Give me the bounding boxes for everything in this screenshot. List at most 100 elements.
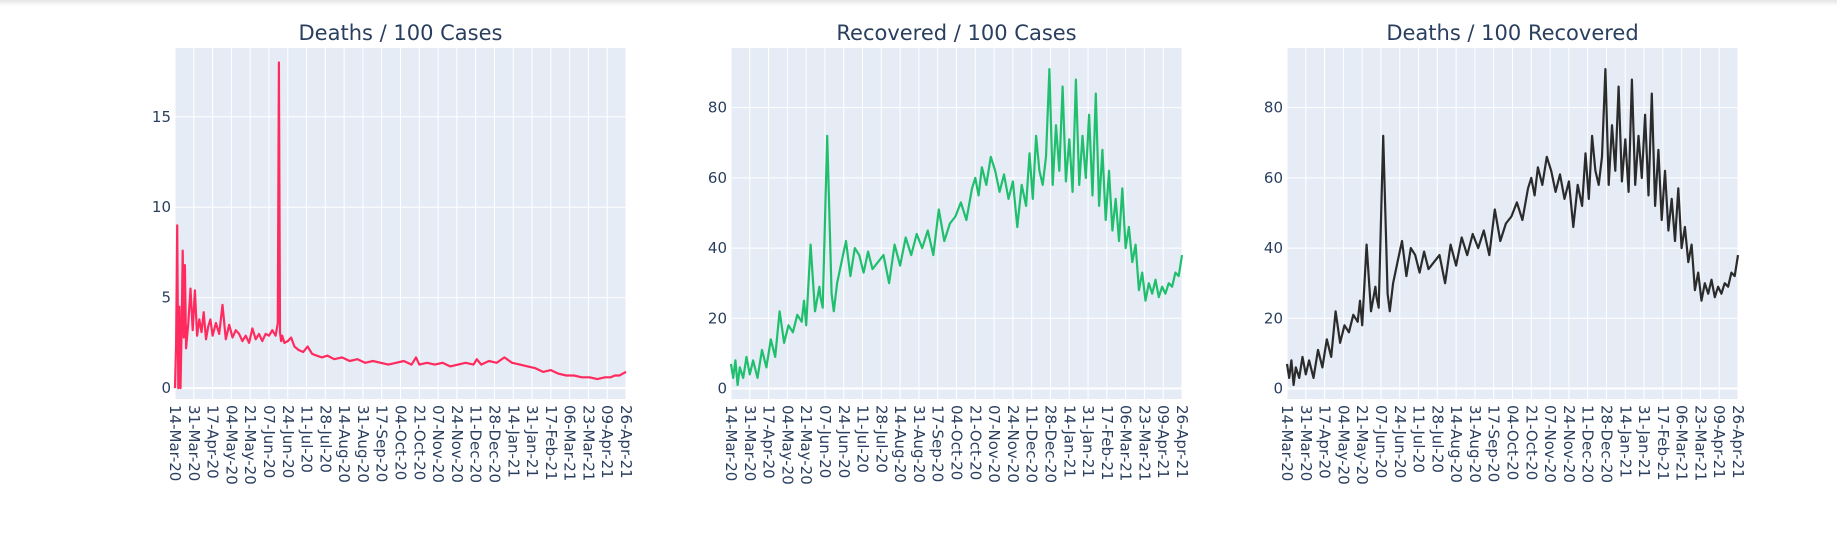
x-tick-label: 17-Apr-20: [1316, 405, 1334, 479]
x-tick-label: 31-Aug-20: [354, 405, 372, 483]
x-tick-label: 26-Apr-21: [617, 405, 635, 479]
x-tick-label: 07-Nov-20: [985, 405, 1003, 483]
x-tick-label: 04-May-20: [222, 405, 240, 485]
y-tick-label: 0: [717, 379, 727, 397]
x-tick-label: 24-Nov-20: [448, 405, 466, 483]
x-tick-label: 17-Feb-21: [1098, 405, 1116, 481]
x-tick-label: 07-Nov-20: [429, 405, 447, 483]
x-tick-label: 26-Apr-21: [1729, 405, 1747, 479]
x-tick-label: 14-Jan-21: [1060, 405, 1078, 478]
chart-title: Deaths / 100 Recovered: [1386, 21, 1638, 45]
x-tick-label: 11-Dec-20: [1579, 405, 1597, 483]
chart-title: Deaths / 100 Cases: [299, 21, 503, 45]
y-tick-label: 60: [708, 169, 727, 187]
x-tick-label: 17-Apr-20: [760, 405, 778, 479]
x-tick-label: 14-Aug-20: [335, 405, 353, 483]
x-tick-label: 06-Mar-21: [561, 405, 579, 481]
x-tick-label: 17-Apr-20: [204, 405, 222, 479]
series-line-1: [1285, 67, 1740, 387]
x-tick-label: 04-Oct-20: [1504, 405, 1522, 480]
x-tick-label: 07-Jun-20: [260, 405, 278, 478]
x-tick-label: 31-Aug-20: [910, 405, 928, 483]
y-tick-label: 0: [1273, 379, 1283, 397]
x-tick-label: 28-Jul-20: [872, 405, 890, 473]
x-tick-label: 28-Jul-20: [316, 405, 334, 473]
x-tick-label: 24-Jun-20: [279, 405, 297, 478]
y-tick-label: 5: [161, 289, 171, 307]
chart-title: Recovered / 100 Cases: [836, 21, 1076, 45]
x-tick-label: 17-Sep-20: [1485, 405, 1503, 482]
x-tick-label: 23-Mar-21: [579, 405, 597, 481]
x-tick-label: 11-Jul-20: [854, 405, 872, 473]
x-tick-label: 31-Aug-20: [1466, 405, 1484, 483]
x-tick-label: 14-Jan-21: [504, 405, 522, 478]
y-tick-label: 40: [708, 239, 727, 257]
x-tick-label: 26-Apr-21: [1173, 405, 1191, 479]
x-tick-label: 09-Apr-21: [598, 405, 616, 479]
x-tick-label: 23-Mar-21: [1691, 405, 1709, 481]
x-tick-label: 28-Dec-20: [1597, 405, 1615, 483]
x-tick-label: 17-Sep-20: [929, 405, 947, 482]
chart-panel-1: 14-Mar-20 31-Mar-20 17-Apr-20 04-May-20 21-M…: [152, 21, 635, 485]
x-tick-label: 31-Mar-20: [741, 405, 759, 481]
x-tick-label: 06-Mar-21: [1117, 405, 1135, 481]
x-tick-label: 07-Nov-20: [1541, 405, 1559, 483]
x-tick-label: 04-Oct-20: [948, 405, 966, 480]
y-tick-label: 10: [152, 198, 171, 216]
x-tick-label: 23-Mar-21: [1135, 405, 1153, 481]
x-tick-label: 17-Sep-20: [373, 405, 391, 482]
x-tick-label: 11-Jul-20: [298, 405, 316, 473]
x-tick-label: 31-Jan-21: [1635, 405, 1653, 478]
x-tick-label: 24-Jun-20: [1391, 405, 1409, 478]
x-tick-label: 21-Oct-20: [966, 405, 984, 480]
x-tick-label: 21-May-20: [241, 405, 259, 485]
x-tick-label: 06-Mar-21: [1673, 405, 1691, 481]
x-tick-label: 11-Dec-20: [1023, 405, 1041, 483]
x-tick-label: 09-Apr-21: [1710, 405, 1728, 479]
x-tick-label: 28-Jul-20: [1428, 405, 1446, 473]
x-tick-label: 07-Jun-20: [816, 405, 834, 478]
x-tick-label: 24-Nov-20: [1004, 405, 1022, 483]
y-tick-label: 60: [1264, 169, 1283, 187]
x-tick-label: 21-Oct-20: [1522, 405, 1540, 480]
y-tick-label: 40: [1264, 239, 1283, 257]
x-tick-label: 31-Jan-21: [1079, 405, 1097, 478]
series-line-1: [729, 67, 1184, 387]
x-tick-label: 17-Feb-21: [1654, 405, 1672, 481]
x-tick-label: 14-Mar-20: [1278, 405, 1296, 481]
x-tick-label: 28-Dec-20: [1041, 405, 1059, 483]
x-tick-label: 24-Nov-20: [1560, 405, 1578, 483]
x-tick-label: 04-Oct-20: [392, 405, 410, 480]
x-tick-label: 04-May-20: [1334, 405, 1352, 485]
x-tick-label: 14-Jan-21: [1616, 405, 1634, 478]
x-tick-label: 07-Jun-20: [1372, 405, 1390, 478]
top-shadow-bar: [0, 0, 1837, 6]
x-tick-label: 09-Apr-21: [1154, 405, 1172, 479]
chart-panel-2: 14-Mar-20 31-Mar-20 17-Apr-20 04-May-20 21-M…: [708, 21, 1191, 485]
x-tick-label: 31-Jan-21: [523, 405, 541, 478]
series-line-1: [173, 61, 627, 390]
x-tick-label: 14-Mar-20: [166, 405, 184, 481]
y-tick-label: 20: [1264, 309, 1283, 327]
chart-panel-3: 14-Mar-20 31-Mar-20 17-Apr-20 04-May-20 21-M…: [1264, 21, 1747, 485]
x-tick-label: 24-Jun-20: [835, 405, 853, 478]
y-tick-label: 80: [708, 99, 727, 117]
y-tick-label: 0: [161, 379, 171, 397]
x-tick-label: 17-Feb-21: [542, 405, 560, 481]
y-tick-label: 80: [1264, 99, 1283, 117]
y-tick-label: 20: [708, 309, 727, 327]
y-tick-label: 15: [152, 108, 171, 126]
x-tick-label: 14-Aug-20: [891, 405, 909, 483]
x-tick-label: 04-May-20: [778, 405, 796, 485]
x-tick-label: 28-Dec-20: [485, 405, 503, 483]
x-tick-label: 14-Aug-20: [1447, 405, 1465, 483]
x-tick-label: 11-Dec-20: [467, 405, 485, 483]
x-tick-label: 31-Mar-20: [185, 405, 203, 481]
x-tick-label: 21-May-20: [1353, 405, 1371, 485]
x-tick-label: 14-Mar-20: [722, 405, 740, 481]
x-tick-label: 21-Oct-20: [410, 405, 428, 480]
x-tick-label: 21-May-20: [797, 405, 815, 485]
x-tick-label: 11-Jul-20: [1410, 405, 1428, 473]
x-tick-label: 31-Mar-20: [1297, 405, 1315, 481]
